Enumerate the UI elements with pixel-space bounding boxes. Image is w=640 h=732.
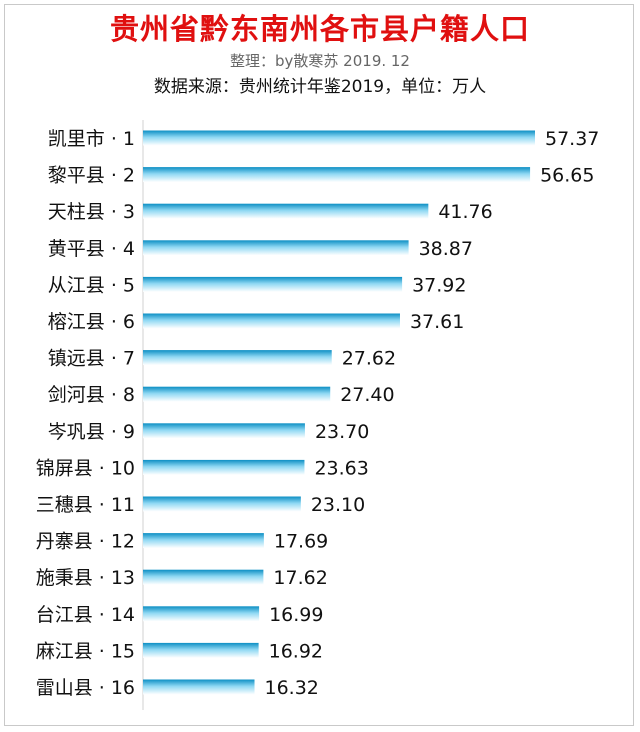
category-label: 麻江县 · 15	[36, 640, 135, 662]
bar	[143, 533, 264, 549]
category-label: 榕江县 · 6	[48, 311, 135, 333]
bar	[143, 350, 332, 366]
value-label: 23.63	[314, 457, 368, 479]
value-label: 41.76	[438, 201, 492, 223]
value-label: 37.92	[412, 274, 466, 296]
value-label: 23.70	[315, 421, 369, 443]
bar	[143, 642, 259, 658]
bar	[143, 423, 305, 439]
category-label: 丹寨县 · 12	[36, 531, 135, 553]
value-label: 16.99	[269, 604, 323, 626]
chart-title: 贵州省黔东南州各市县户籍人口	[109, 12, 530, 46]
value-label: 17.69	[274, 531, 328, 553]
value-label: 27.40	[340, 384, 394, 406]
value-label: 23.10	[311, 494, 365, 516]
value-label: 17.62	[273, 567, 327, 589]
category-label: 黎平县 · 2	[48, 165, 135, 187]
value-label: 56.65	[540, 165, 594, 187]
value-label: 38.87	[419, 238, 473, 260]
category-label: 剑河县 · 8	[48, 384, 135, 406]
category-label: 凯里市 · 1	[48, 128, 135, 150]
category-label: 镇远县 · 7	[48, 348, 135, 370]
bar	[143, 240, 409, 256]
bar	[143, 130, 535, 146]
chart-frame	[4, 4, 634, 726]
bar	[143, 313, 400, 329]
category-label: 从江县 · 5	[48, 274, 135, 296]
bar	[143, 386, 331, 402]
bar	[143, 679, 255, 695]
chart-source: 数据来源：贵州统计年鉴2019，单位：万人	[153, 77, 487, 97]
bar	[143, 203, 429, 219]
value-label: 16.92	[269, 640, 323, 662]
category-label: 台江县 · 14	[36, 604, 135, 626]
category-label: 锦屏县 · 10	[36, 457, 135, 479]
category-label: 天柱县 · 3	[48, 201, 135, 223]
category-label: 三穗县 · 11	[36, 494, 135, 516]
chart-credit: 整理：by散寒苏 2019. 12	[230, 52, 410, 70]
bar	[143, 459, 305, 475]
bar	[143, 496, 301, 512]
category-label: 施秉县 · 13	[36, 567, 135, 589]
value-label: 27.62	[342, 348, 396, 370]
value-label: 37.61	[410, 311, 464, 333]
bar	[143, 606, 260, 622]
category-label: 雷山县 · 16	[36, 677, 135, 699]
category-label: 黄平县 · 4	[48, 238, 135, 260]
value-label: 57.37	[545, 128, 599, 150]
value-label: 16.32	[265, 677, 319, 699]
bar	[143, 276, 403, 292]
category-label: 岑巩县 · 9	[48, 421, 135, 443]
bar	[143, 167, 531, 183]
bar	[143, 569, 264, 585]
